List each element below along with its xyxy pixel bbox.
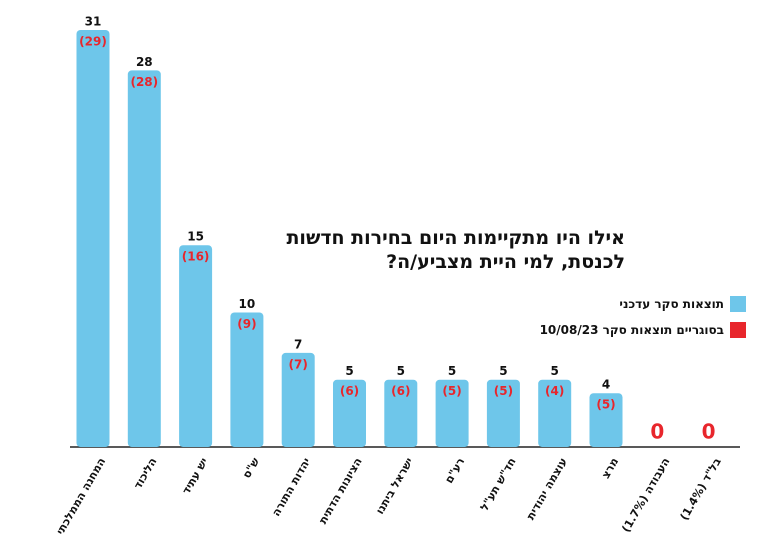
x-tick-label: חד"ש תע"ל [478, 456, 519, 514]
x-tick-label: המחנה הממלכתי [54, 456, 109, 537]
chart-title: אילו היו מתקיימות היום בחירות חדשות לכנס… [286, 227, 625, 273]
x-tick-label: הליכוד [131, 456, 159, 492]
value-label: 10 [239, 297, 256, 311]
bar [76, 30, 110, 447]
previous-value-label: (6) [391, 384, 410, 398]
previous-value-label: (7) [289, 357, 308, 371]
legend-item: בסוגריים תוצאות סקר 10/08/23 [540, 322, 746, 338]
value-label: 5 [397, 364, 405, 378]
bar [333, 379, 366, 447]
previous-value-label: (9) [237, 317, 256, 331]
bar [435, 379, 469, 447]
value-label: 15 [187, 230, 204, 244]
value-label: 5 [499, 364, 507, 378]
value-label: 28 [136, 55, 153, 69]
bar [589, 393, 623, 447]
legend-label: תוצאות סקר עדכני [619, 297, 724, 311]
legend-label: בסוגריים תוצאות סקר 10/08/23 [539, 323, 724, 337]
previous-value-label: (5) [596, 398, 615, 412]
previous-value-label: (5) [442, 384, 461, 398]
bar [179, 245, 213, 447]
bar [486, 379, 520, 447]
x-tick-label: עוצמה יהודית [524, 456, 570, 523]
previous-value-label: (29) [79, 35, 107, 49]
bar [281, 352, 315, 447]
x-tick-label: יהדות התורה [269, 456, 313, 519]
legend-swatch [730, 296, 746, 312]
previous-value-label: (6) [340, 384, 359, 398]
previous-value-label: (5) [494, 384, 513, 398]
legend-item: תוצאות סקר עדכני [619, 296, 746, 312]
value-label: 5 [551, 364, 559, 378]
previous-value-label: (16) [182, 250, 210, 264]
x-tick-label: יש עתיד [180, 456, 211, 497]
value-label: 5 [345, 364, 353, 378]
value-label: 31 [85, 15, 102, 29]
previous-value-label: (4) [545, 384, 564, 398]
x-tick-label: מרצ [599, 456, 621, 481]
bar [127, 70, 161, 448]
bar [230, 312, 264, 447]
x-tick-label: ש"ס [240, 455, 262, 481]
x-tick-label: הציונות הדתית [316, 456, 364, 527]
previous-value-label: (28) [130, 75, 158, 89]
value-label: 4 [602, 378, 610, 392]
value-label: 5 [448, 364, 456, 378]
value-label: 7 [294, 337, 302, 351]
x-tick-label: בל"ד (1.4%) [678, 455, 724, 522]
x-tick-label: ישראל ביתנו [373, 456, 416, 517]
bar [384, 379, 418, 447]
x-tick-label: העבודה (1.7%) [619, 456, 672, 535]
value-label: 0 [650, 420, 664, 444]
value-label: 0 [702, 420, 716, 444]
x-tick-label: רע"ם [442, 456, 467, 486]
bar [538, 379, 572, 447]
legend-swatch [730, 322, 746, 338]
